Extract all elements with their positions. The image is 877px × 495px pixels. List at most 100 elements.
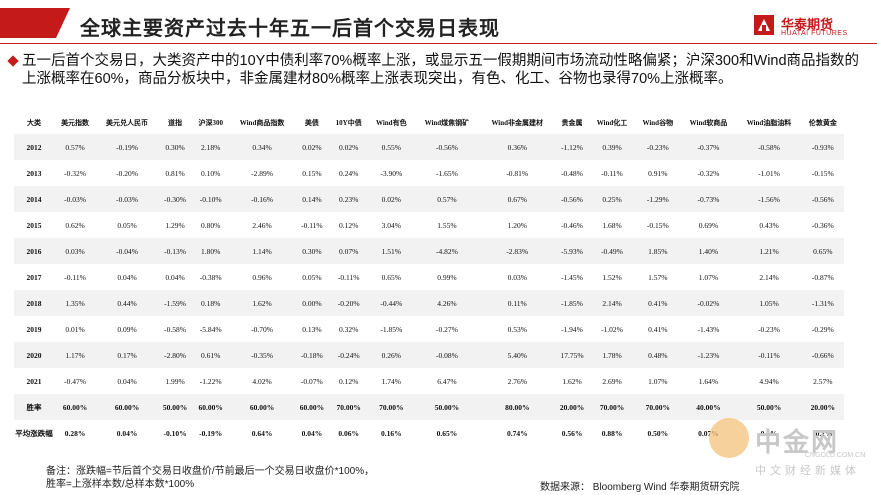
table-cell: 0.91%: [648, 168, 668, 178]
table-cell: -1.94%: [561, 324, 583, 334]
table-cell: 0.12%: [339, 376, 359, 386]
table-row: 2014 -0.03% -0.03% -0.30% -0.10% -0.16% 0.14% 0…: [14, 186, 844, 212]
row-label: 2012: [14, 134, 54, 160]
table-cell: -2.83%: [479, 238, 555, 264]
table-row: 2019 0.01% 0.09% -0.58% -5.84% -0.70% 0.13% 0.3…: [14, 316, 844, 342]
table-cell: -0.30%: [157, 186, 193, 212]
header-accent: [0, 8, 70, 38]
table-cell: -0.56%: [554, 186, 590, 212]
column-header: 伦敦黄金: [808, 118, 837, 127]
table-cell: -0.20%: [328, 290, 369, 316]
table-cell: -0.03%: [54, 186, 97, 212]
table-cell: 0.39%: [589, 134, 635, 160]
table-cell: -0.49%: [589, 238, 635, 264]
table-cell: -0.10%: [163, 428, 187, 438]
table-cell: 1.17%: [54, 342, 97, 368]
column-header: 沪深300: [198, 118, 223, 127]
table-cell: -0.56%: [414, 134, 480, 160]
page-title: 全球主要资产过去十年五一后首个交易日表现: [80, 18, 500, 40]
table-cell: 1.64%: [698, 376, 719, 386]
table-cell: 0.04%: [165, 272, 185, 282]
table-cell: -0.08%: [414, 342, 480, 368]
table-cell: 2.76%: [507, 376, 527, 386]
table-cell: -1.56%: [736, 186, 802, 212]
table-cell: 1.40%: [680, 238, 737, 264]
table-cell: -0.29%: [811, 324, 834, 334]
table-cell: 0.02%: [294, 134, 329, 160]
table-cell: 2.69%: [602, 376, 622, 386]
table-cell: -0.19%: [199, 428, 223, 438]
table-cell: -1.85%: [554, 290, 590, 316]
brand-name-en: HUATAI FUTURES: [781, 30, 848, 37]
table-cell: 0.99%: [437, 272, 457, 282]
row-label: 2021: [26, 376, 42, 386]
table-cell: -0.11%: [736, 342, 802, 368]
table-cell: 70.00%: [328, 394, 369, 420]
table-row: 2013 -0.32% -0.20% 0.81% 0.10% -2.89% 0.15% 0.2…: [14, 160, 844, 186]
table-cell: -0.16%: [229, 186, 295, 212]
table-cell: 1.05%: [736, 290, 802, 316]
table-cell: 0.11%: [479, 290, 555, 316]
table-cell: -0.18%: [294, 342, 329, 368]
column-header: 贵金属: [561, 118, 583, 127]
table-cell: 0.81%: [165, 168, 185, 178]
table-cell: 3.04%: [381, 220, 401, 230]
table-cell: -1.29%: [634, 186, 681, 212]
brand-name-cn: 华泰期货: [781, 17, 834, 32]
table-cell: -1.23%: [680, 342, 737, 368]
table-cell: 20.00%: [801, 394, 844, 420]
table-cell: 0.25%: [589, 186, 635, 212]
table-cell: 0.61%: [192, 342, 230, 368]
table-cell: 0.41%: [648, 324, 668, 334]
table-cell: 0.15%: [302, 168, 322, 178]
table-cell: 1.52%: [602, 272, 622, 282]
table-cell: -0.07%: [300, 376, 323, 386]
column-header: 10Y中债: [335, 118, 362, 127]
table-cell: 0.05%: [302, 272, 322, 282]
summary-paragraph: 五一后首个交易日，大类资产中的10Y中债利率70%概率上涨，或显示五一假期期间市…: [7, 52, 864, 88]
table-cell: 1.55%: [437, 220, 457, 230]
table-cell: 1.20%: [507, 220, 527, 230]
column-header: 道指: [168, 118, 183, 127]
table-cell: 0.96%: [252, 272, 272, 282]
table-cell: 0.67%: [479, 186, 555, 212]
table-cell: -2.89%: [251, 168, 273, 178]
footnote: 备注：涨跌幅=节后首个交易日收盘价/节前最后一个交易日收盘价*100%， 胜率=…: [46, 465, 374, 491]
table-cell: 0.32%: [339, 324, 359, 334]
table-cell: -0.93%: [801, 134, 844, 160]
row-label: 2013: [26, 168, 42, 178]
footnote-line-2: 胜率=上涨样本数/总样本数*100%: [46, 479, 195, 490]
table-cell: -0.37%: [680, 134, 737, 160]
table-cell: 4.94%: [759, 376, 779, 386]
table-row: 2017 -0.11% 0.04% 0.04% -0.38% 0.96% 0.05% -0.1…: [14, 264, 844, 290]
table-body: 2012 0.57% -0.19% 0.30% 2.18% 0.34% 0.02% 0.02%…: [14, 134, 844, 446]
table-cell: 0.30%: [294, 238, 329, 264]
table-cell: 50.00%: [157, 394, 193, 420]
table-cell: 1.07%: [698, 272, 719, 282]
table-cell: -0.02%: [680, 290, 737, 316]
table-cell: 6.47%: [437, 376, 457, 386]
table-cell: -0.70%: [251, 324, 273, 334]
table-cell: -0.27%: [435, 324, 458, 334]
table-cell: 0.88%: [601, 428, 623, 438]
table-cell: -0.15%: [811, 168, 834, 178]
column-header: Wind非金属建材: [491, 118, 544, 127]
table-cell: 1.57%: [648, 272, 668, 282]
table-cell: -0.81%: [506, 168, 529, 178]
table-cell: 60.00%: [96, 394, 158, 420]
table-cell: 2.14%: [759, 272, 779, 282]
table-cell: 1.14%: [229, 238, 295, 264]
table-cell: -0.11%: [301, 220, 323, 230]
table-cell: 0.64%: [251, 428, 273, 438]
table-cell: 0.18%: [192, 290, 230, 316]
row-label: 2018: [14, 290, 54, 316]
table-cell: -0.58%: [736, 134, 802, 160]
table-cell: 4.26%: [414, 290, 480, 316]
column-header: Wind谷物: [642, 118, 674, 127]
table-cell: -1.43%: [697, 324, 720, 334]
table-cell: 0.26%: [368, 342, 415, 368]
table-cell: 70.00%: [634, 394, 681, 420]
table-cell: 0.03%: [507, 272, 527, 282]
table-cell: 0.50%: [647, 428, 669, 438]
table-cell: -0.13%: [157, 238, 193, 264]
